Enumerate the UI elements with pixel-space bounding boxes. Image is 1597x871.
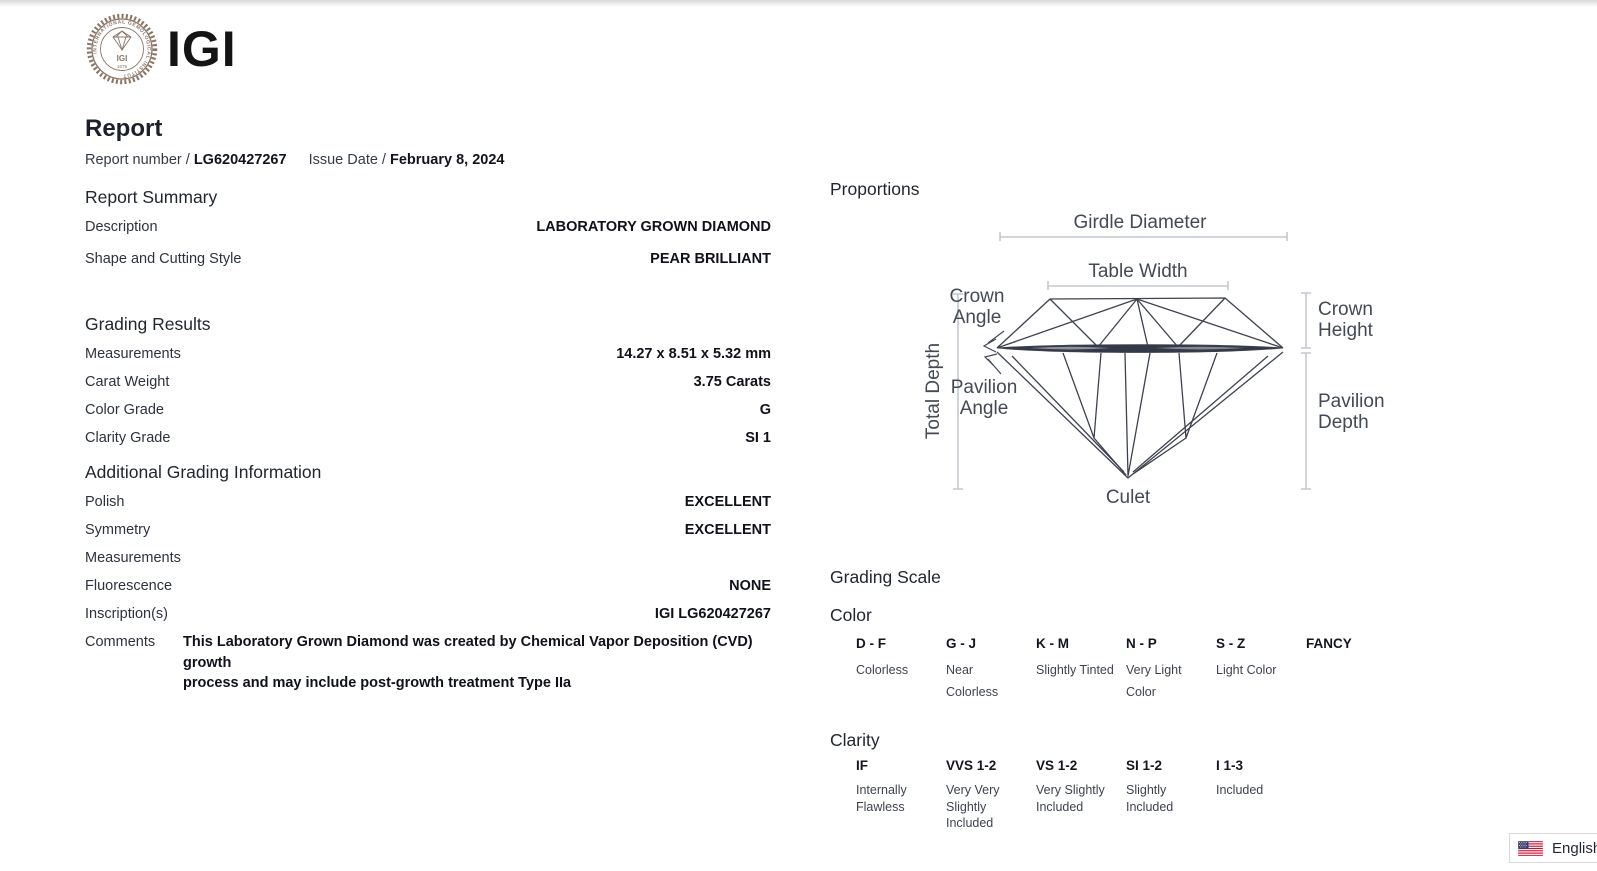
additional-row-measurements: Measurements	[85, 550, 771, 578]
additional-row-inscription: Inscription(s) IGI LG620427267	[85, 606, 771, 634]
top-scroll-shadow	[0, 0, 1597, 7]
row-value: EXCELLENT	[684, 494, 771, 510]
row-label: Description	[85, 219, 158, 235]
grading-scale-heading: Grading Scale	[830, 567, 941, 587]
pavilion-angle-label-2: Angle	[960, 398, 1009, 419]
row-label: Color Grade	[85, 402, 164, 418]
issue-date-value: February 8, 2024	[390, 152, 505, 168]
issue-date-label: Issue Date /	[308, 152, 386, 168]
grading-row-color: Color Grade G	[85, 402, 771, 430]
summary-row-description: Description LABORATORY GROWN DIAMOND	[85, 219, 771, 251]
color-scale-item: FANCY	[1306, 636, 1352, 651]
color-scale-item: N - P Very Light Color	[1126, 636, 1182, 699]
color-scale-item: K - M Slightly Tinted	[1036, 636, 1114, 677]
clarity-scale-grid: IF Internally Flawless VVS 1-2 Very Very…	[856, 758, 1456, 832]
color-scale-item: S - Z Light Color	[1216, 636, 1277, 677]
additional-row-symmetry: Symmetry EXCELLENT	[85, 522, 771, 550]
clarity-scale-item: I 1-3 Included	[1216, 758, 1264, 797]
seal-diamond-icon	[112, 30, 132, 52]
row-value: SI 1	[745, 430, 771, 446]
culet-label: Culet	[1106, 487, 1151, 508]
clarity-scale-item: VVS 1-2 Very Very Slightly Included	[946, 758, 1000, 830]
row-value: G	[759, 402, 771, 418]
grading-row-measurements: Measurements 14.27 x 8.51 x 5.32 mm	[85, 346, 771, 374]
crown-height-label-1: Crown	[1318, 299, 1373, 320]
row-value: 3.75 Carats	[693, 374, 771, 390]
row-value: EXCELLENT	[684, 522, 771, 538]
report-number-value: LG620427267	[193, 152, 287, 168]
row-label: Inscription(s)	[85, 606, 168, 622]
row-value: IGI LG620427267	[654, 606, 771, 622]
row-label: Symmetry	[85, 522, 151, 538]
report-summary-heading: Report Summary	[85, 187, 218, 207]
additional-grading-heading: Additional Grading Information	[85, 462, 322, 482]
crown-angle-label-1: Crown	[950, 286, 1005, 307]
grading-row-clarity: Clarity Grade SI 1	[85, 430, 771, 458]
row-value: NONE	[729, 578, 771, 594]
igi-seal-icon: INTERNATIONAL GEMOLOGICAL INSTITUTE IGI …	[85, 12, 158, 85]
comments-text: This Laboratory Grown Diamond was create…	[183, 634, 753, 691]
grading-results-section: Grading Results Measurements 14.27 x 8.5…	[85, 314, 771, 458]
pavilion-angle-label-1: Pavilion	[951, 377, 1018, 398]
additional-row-polish: Polish EXCELLENT	[85, 494, 771, 522]
clarity-scale-heading: Clarity	[830, 730, 880, 750]
grading-row-carat: Carat Weight 3.75 Carats	[85, 374, 771, 402]
clarity-scale-item: VS 1-2 Very Slightly Included	[1036, 758, 1105, 814]
proportions-heading: Proportions	[830, 179, 920, 199]
row-label: Shape and Cutting Style	[85, 250, 242, 267]
diamond-crown	[996, 297, 1284, 349]
color-scale-item: D - F Colorless	[856, 636, 909, 677]
clarity-scale-item: SI 1-2 Slightly Included	[1126, 758, 1174, 814]
total-depth-label: Total Depth	[923, 343, 944, 439]
us-flag-icon	[1518, 840, 1543, 856]
row-label: Measurements	[85, 346, 181, 362]
color-scale-heading: Color	[830, 605, 872, 625]
pavilion-angle-pointer	[983, 353, 1002, 375]
table-width-label: Table Width	[1088, 261, 1187, 282]
proportions-column: Proportions Girdle Diameter Table Width	[830, 0, 1470, 871]
additional-row-fluorescence: Fluorescence NONE	[85, 578, 771, 606]
row-label: Measurements	[85, 550, 181, 566]
report-meta: Report number / LG620427267 Issue Date /…	[85, 152, 504, 168]
pavilion-depth-bracket	[1301, 352, 1311, 490]
row-value: PEAR BRILLIANT	[650, 250, 771, 267]
color-scale-item: G - J Near Colorless	[946, 636, 999, 699]
row-value: LABORATORY GROWN DIAMOND	[536, 219, 771, 235]
diamond-girdle	[996, 344, 1284, 353]
crown-angle-label-2: Angle	[953, 307, 1002, 328]
row-label: Carat Weight	[85, 374, 170, 390]
language-label: English	[1552, 839, 1597, 857]
seal-year: 1975	[117, 64, 128, 69]
language-selector[interactable]: English	[1509, 833, 1597, 863]
clarity-scale-item: IF Internally Flawless	[856, 758, 907, 814]
seal-monogram: IGI	[117, 54, 128, 63]
total-depth-bracket	[953, 293, 963, 490]
report-details-column: Report Report number / LG620427267 Issue…	[85, 0, 771, 871]
report-number-label: Report number /	[85, 152, 190, 168]
crown-angle-pointer	[982, 330, 1005, 353]
diamond-pavilion	[996, 351, 1284, 479]
pavilion-depth-label-2: Depth	[1318, 412, 1369, 433]
row-label: Polish	[85, 494, 125, 510]
row-label: Fluorescence	[85, 578, 173, 594]
pavilion-depth-label-1: Pavilion	[1318, 391, 1385, 412]
crown-height-bracket	[1301, 292, 1311, 349]
girdle-diameter-label: Girdle Diameter	[1073, 212, 1207, 233]
additional-row-comments: Comments This Laboratory Grown Diamond w…	[85, 634, 771, 694]
additional-grading-section: Additional Grading Information Polish EX…	[85, 462, 771, 694]
row-label: Clarity Grade	[85, 430, 171, 446]
row-label: Comments	[85, 634, 156, 650]
grading-results-heading: Grading Results	[85, 314, 211, 334]
igi-logo[interactable]: INTERNATIONAL GEMOLOGICAL INSTITUTE IGI …	[85, 12, 237, 86]
color-scale-grid: D - F Colorless G - J Near Colorless K -…	[856, 636, 1456, 703]
report-summary-section: Report Summary Description LABORATORY GR…	[85, 187, 771, 282]
page-title: Report	[85, 115, 163, 142]
row-value: 14.27 x 8.51 x 5.32 mm	[616, 346, 771, 362]
diamond-proportions-diagram: Girdle Diameter Table Width	[923, 212, 1385, 508]
igi-wordmark: IGI	[167, 21, 237, 77]
crown-height-label-2: Height	[1318, 320, 1374, 341]
summary-row-shape: Shape and Cutting Style PEAR BRILLIANT	[85, 251, 771, 283]
